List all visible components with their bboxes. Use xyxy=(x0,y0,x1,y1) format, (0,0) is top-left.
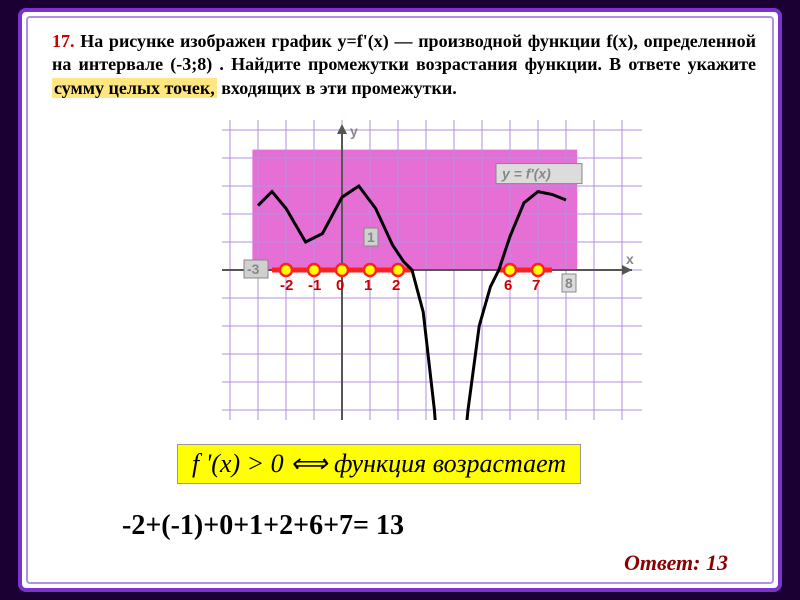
problem-body-2: входящих в эти промежутки. xyxy=(221,78,457,98)
problem-number: 17. xyxy=(52,31,75,51)
svg-text:1: 1 xyxy=(367,229,375,245)
svg-text:x: x xyxy=(626,251,634,267)
svg-text:8: 8 xyxy=(565,275,573,291)
svg-text:7: 7 xyxy=(532,277,540,294)
condition-box: f '(x) > 0 ⟺ функция возрастает xyxy=(177,444,581,484)
derivative-chart: -3 1 8 y x y = f'(x) -2 -1 0 1 2 6 7 xyxy=(222,120,642,420)
svg-text:y: y xyxy=(350,123,358,139)
svg-text:-2: -2 xyxy=(280,277,293,294)
problem-text: 17. На рисунке изображен график y=f'(x) … xyxy=(52,30,756,100)
slide-frame: 17. На рисунке изображен график y=f'(x) … xyxy=(18,8,782,592)
svg-text:0: 0 xyxy=(336,277,344,294)
problem-body-1: На рисунке изображен график y=f'(x) — пр… xyxy=(52,31,756,74)
svg-text:-3: -3 xyxy=(247,261,260,277)
calculation-text: -2+(-1)+0+1+2+6+7= 13 xyxy=(122,510,404,542)
chart-container: -3 1 8 y x y = f'(x) -2 -1 0 1 2 6 7 xyxy=(222,120,642,420)
answer-text: Ответ: 13 xyxy=(624,550,728,576)
svg-text:y = f'(x): y = f'(x) xyxy=(501,166,551,182)
svg-text:1: 1 xyxy=(364,277,372,294)
svg-text:2: 2 xyxy=(392,277,400,294)
problem-highlight: сумму целых точек, xyxy=(52,78,217,98)
svg-text:-1: -1 xyxy=(308,277,321,294)
svg-text:6: 6 xyxy=(504,277,512,294)
